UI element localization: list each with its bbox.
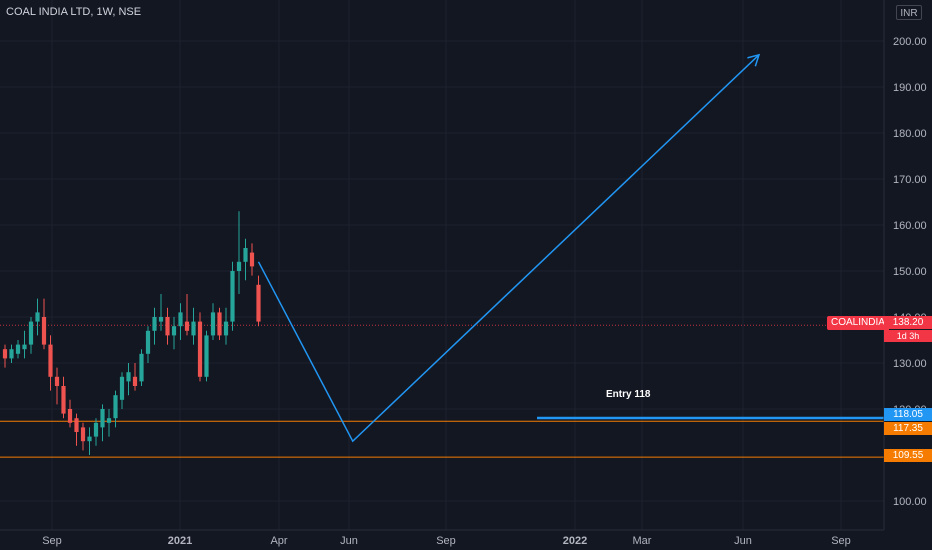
candle — [152, 307, 157, 345]
price-tick-label: 130.00 — [893, 358, 927, 370]
candle — [113, 390, 118, 428]
price-tick-label: 150.00 — [893, 266, 927, 278]
candle — [119, 372, 125, 409]
candle — [28, 317, 34, 354]
candlesticks — [2, 211, 261, 455]
candle — [139, 349, 144, 386]
candle — [178, 303, 183, 340]
time-tick-label: Mar — [633, 535, 652, 547]
projection-path[interactable] — [257, 54, 760, 443]
candle — [2, 344, 8, 368]
candle — [132, 363, 138, 391]
candle — [171, 317, 177, 350]
candle — [184, 294, 190, 336]
candle — [54, 367, 60, 405]
candle — [80, 422, 86, 451]
candle — [243, 238, 248, 281]
candle — [93, 418, 99, 446]
price-tick-label: 160.00 — [893, 220, 927, 232]
candle — [9, 344, 14, 363]
currency-button[interactable]: INR — [896, 5, 922, 20]
chart-title: COAL INDIA LTD, 1W, NSE — [6, 6, 142, 18]
time-tick-label: 2021 — [168, 535, 192, 547]
candle — [15, 340, 21, 359]
time-tick-label: Sep — [42, 535, 62, 547]
candle — [191, 307, 196, 345]
time-tick-label: Apr — [270, 535, 287, 547]
candle — [74, 413, 79, 446]
entry-annotation-text: Entry 118 — [606, 389, 651, 400]
candle — [236, 211, 242, 294]
time-axis[interactable]: Sep 2021 Apr Jun Sep 2022 Mar Jun Sep — [42, 535, 851, 547]
price-axis[interactable]: 200.00190.00180.00170.00160.00150.00140.… — [893, 36, 927, 508]
candle — [48, 335, 53, 391]
time-tick-label: Jun — [734, 535, 752, 547]
candle — [35, 298, 40, 336]
arrow-head-icon — [747, 53, 761, 67]
candle — [204, 330, 209, 382]
last-price-label: 138.20 — [884, 316, 932, 329]
price-tick-label: 180.00 — [893, 128, 927, 140]
price-tick-label: 190.00 — [893, 82, 927, 94]
drawings — [257, 53, 884, 443]
candle — [158, 294, 164, 331]
candle — [67, 399, 73, 428]
hline-109-label: 109.55 — [884, 449, 932, 462]
candle — [210, 303, 216, 340]
time-tick-label: Sep — [831, 535, 851, 547]
candle — [87, 427, 92, 455]
candle — [145, 326, 151, 363]
entry-price-label: 118.05 — [884, 408, 932, 421]
price-tick-label: 200.00 — [893, 36, 927, 48]
candle — [197, 312, 203, 382]
candle — [165, 307, 170, 345]
horizontal-lines — [0, 324, 884, 458]
time-tick-label: Jun — [340, 535, 358, 547]
candle — [106, 409, 112, 437]
candle — [223, 307, 229, 345]
bar-countdown: 1d 3h — [884, 330, 932, 342]
price-tick-label: 100.00 — [893, 496, 927, 508]
candle — [230, 261, 235, 331]
symbol-label: COALINDIA — [827, 316, 889, 330]
hline-117-label: 117.35 — [884, 422, 932, 435]
candle — [249, 243, 255, 276]
price-tick-label: 170.00 — [893, 174, 927, 186]
time-tick-label: 2022 — [563, 535, 587, 547]
candle — [217, 307, 222, 340]
candle — [126, 363, 131, 396]
time-tick-label: Sep — [436, 535, 456, 547]
candle — [256, 275, 261, 327]
grid-lines — [0, 0, 884, 530]
candle — [61, 376, 66, 419]
candle — [22, 330, 27, 359]
candle — [100, 404, 105, 442]
candle — [41, 298, 47, 350]
